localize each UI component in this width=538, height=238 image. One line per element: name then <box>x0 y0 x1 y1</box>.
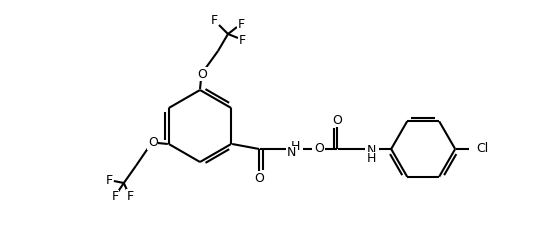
Text: F: F <box>111 190 118 203</box>
Text: Cl: Cl <box>476 143 489 155</box>
Text: N: N <box>366 144 376 157</box>
Text: F: F <box>237 18 245 30</box>
Text: O: O <box>254 172 264 184</box>
Text: F: F <box>126 189 133 203</box>
Text: N: N <box>287 147 296 159</box>
Text: H: H <box>366 153 376 165</box>
Text: F: F <box>105 174 112 188</box>
Text: O: O <box>148 137 158 149</box>
Text: H: H <box>291 140 300 154</box>
Text: O: O <box>197 68 207 80</box>
Text: O: O <box>332 114 342 127</box>
Text: F: F <box>210 15 217 28</box>
Text: F: F <box>238 34 245 46</box>
Text: O: O <box>314 143 324 155</box>
